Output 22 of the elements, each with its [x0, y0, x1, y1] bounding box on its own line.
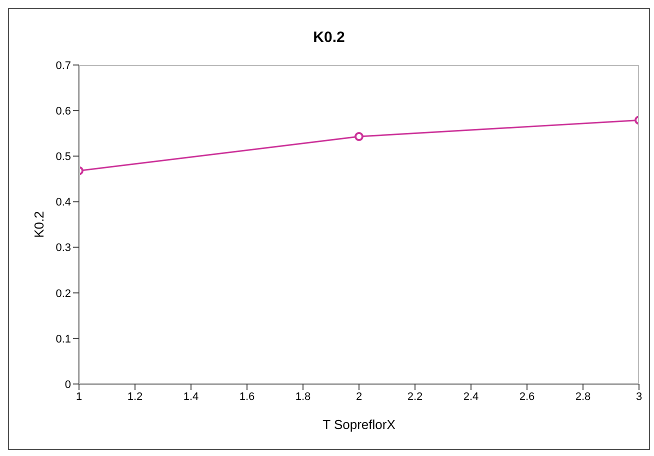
x-tick-label: 1.2: [127, 390, 143, 403]
x-tick-label: 1.8: [295, 390, 311, 403]
x-tick-label: 2.4: [463, 390, 479, 403]
y-tick-label: 0.1: [56, 333, 71, 346]
chart-title: K0.2: [312, 29, 346, 46]
x-tick-label: 2: [356, 390, 362, 403]
y-tick-label: 0.7: [56, 60, 71, 72]
x-tick-label: 2.6: [519, 390, 535, 403]
x-tick-label: 3: [636, 390, 642, 403]
y-axis-title: K0.2: [32, 211, 47, 238]
y-tick-label: 0.4: [56, 196, 71, 209]
x-tick-label: 1: [76, 390, 82, 403]
y-tick-label: 0.6: [56, 105, 71, 118]
x-axis-title: T SopreflorX: [322, 417, 396, 432]
x-tick-label: 2.8: [575, 390, 591, 403]
x-tick-label: 2.2: [407, 390, 423, 403]
y-tick-label: 0.5: [56, 151, 71, 164]
x-tick-label: 1.4: [183, 390, 199, 403]
x-tick-label: 1.6: [239, 390, 255, 403]
y-tick-label: 0.2: [56, 288, 71, 300]
y-tick-label: 0.3: [56, 242, 71, 254]
y-tick-label: 0: [64, 378, 71, 391]
